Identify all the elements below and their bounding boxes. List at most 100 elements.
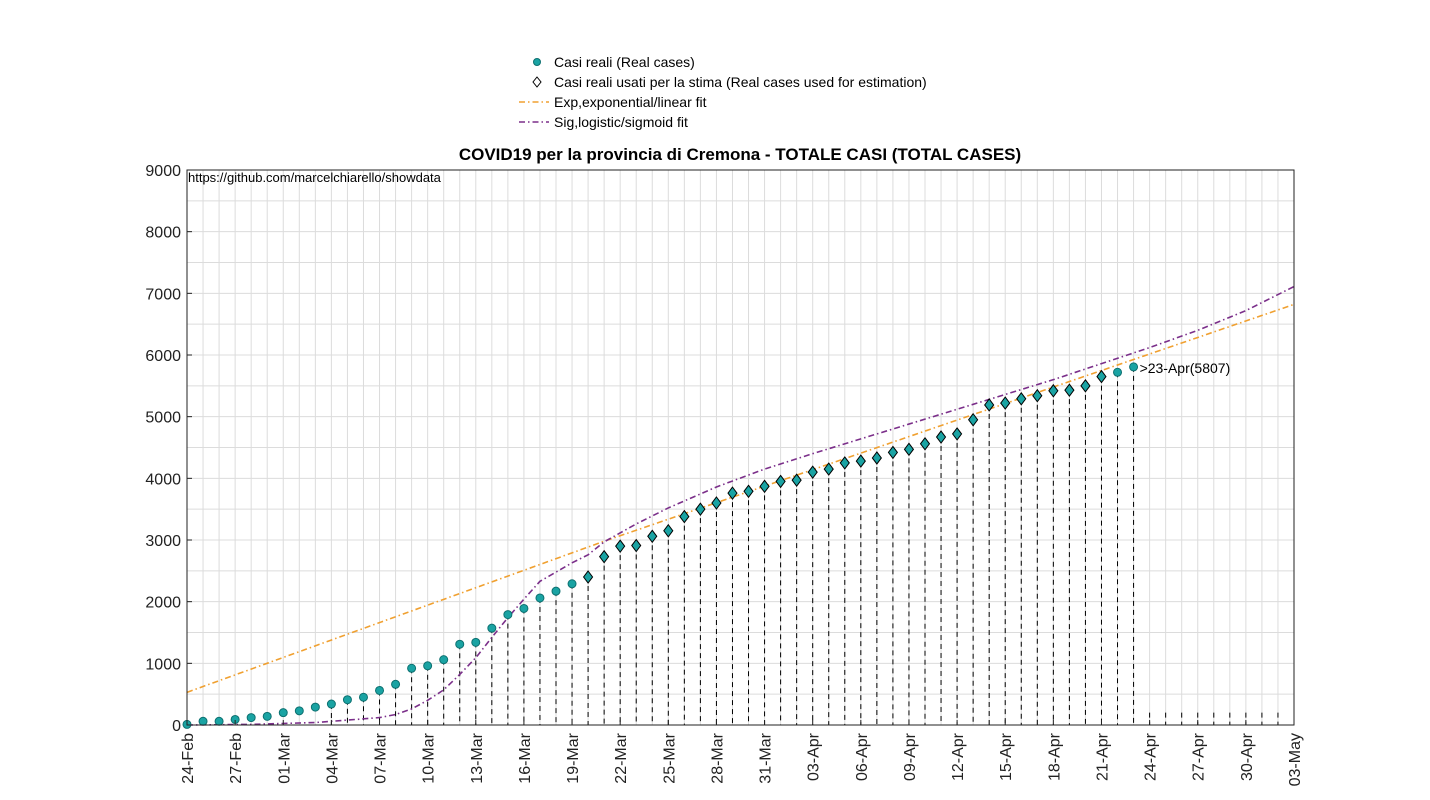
estimation-data-point <box>839 456 850 470</box>
axes-box <box>186 169 1295 726</box>
x-tick-label: 25-Mar <box>661 732 678 783</box>
estimation-data-point <box>711 496 722 510</box>
estimation-data-point <box>679 509 690 524</box>
x-tick-label: 01-Mar <box>276 732 293 783</box>
data-points <box>182 362 1139 729</box>
x-tick-label: 04-Mar <box>324 732 341 783</box>
estimation-data-point <box>968 412 979 427</box>
y-tick-label: 0 <box>172 718 181 735</box>
x-tick-label: 07-Mar <box>373 732 390 783</box>
estimation-data-point <box>759 479 770 494</box>
estimation-data-point <box>1080 378 1091 393</box>
estimation-data-point <box>1000 396 1011 410</box>
x-tick-label: 24-Feb <box>180 733 197 784</box>
real-data-point <box>503 610 513 620</box>
chart-title: COVID19 per la provincia di Cremona - TO… <box>459 145 1021 164</box>
estimation-data-point <box>807 465 818 480</box>
real-data-point <box>535 593 545 603</box>
estimation-data-point <box>647 529 658 544</box>
x-tick-label: 21-Apr <box>1094 732 1111 781</box>
x-tick-label: 31-Mar <box>758 732 775 783</box>
estimation-data-point <box>727 486 738 500</box>
x-tick-label: 27-Apr <box>1191 732 1208 781</box>
grid-lines <box>186 169 1295 726</box>
estimation-data-point <box>615 539 626 554</box>
real-data-point <box>326 699 336 709</box>
estimation-data-point <box>984 398 995 412</box>
legend-label-sig-fit: Sig,logistic/sigmoid fit <box>554 114 688 130</box>
estimation-data-point <box>855 454 866 468</box>
legend-marker-real-cases <box>533 58 541 66</box>
real-data-point <box>246 713 256 723</box>
x-tick-label: 24-Apr <box>1143 732 1160 781</box>
real-data-point <box>567 579 577 589</box>
x-tick-label: 30-Apr <box>1239 732 1256 781</box>
real-data-point <box>1113 367 1123 377</box>
x-tick-label: 22-Mar <box>613 732 630 783</box>
real-data-point <box>423 661 433 671</box>
x-tick-label: 09-Apr <box>902 732 919 781</box>
estimation-data-point <box>775 474 786 489</box>
y-tick-label: 9000 <box>145 163 181 180</box>
legend-label-estimation-cases: Casi reali usati per la stima (Real case… <box>554 74 927 90</box>
real-data-point <box>519 603 529 613</box>
real-data-point <box>1129 362 1139 372</box>
real-data-point <box>407 663 417 673</box>
real-data-point <box>342 695 352 705</box>
y-tick-label: 2000 <box>145 595 181 612</box>
y-axis-ticks: 0 1000 2000 3000 4000 5000 6000 7000 8000 9000 <box>145 163 192 735</box>
x-tick-label: 13-Mar <box>469 732 486 783</box>
estimation-data-point <box>695 502 706 517</box>
real-data-point <box>471 637 481 647</box>
real-data-point <box>310 702 320 712</box>
estimation-data-point <box>1064 383 1075 397</box>
exp-fit-line <box>186 303 1295 694</box>
x-axis-ticks: 24-Feb 27-Feb 01-Mar 04-Mar 07-Mar 10-Mar 13-M… <box>180 720 1304 786</box>
x-tick-label: 28-Mar <box>709 732 726 783</box>
last-point-annotation: >23-Apr(5807) <box>1140 360 1231 376</box>
legend-label-real-cases: Casi reali (Real cases) <box>554 54 695 70</box>
x-tick-label: 10-Mar <box>421 732 438 783</box>
estimation-data-point <box>1048 383 1059 398</box>
estimation-data-point <box>599 549 610 564</box>
estimation-data-point <box>1032 388 1043 403</box>
x-tick-label: 06-Apr <box>854 732 871 781</box>
real-data-point <box>278 708 288 718</box>
real-data-point <box>262 711 272 721</box>
x-tick-label: 03-May <box>1287 733 1304 786</box>
real-data-point <box>198 716 208 726</box>
real-data-point <box>358 692 368 702</box>
y-tick-label: 8000 <box>145 225 181 242</box>
estimation-data-point <box>919 436 931 451</box>
estimation-data-point <box>631 538 642 553</box>
legend-label-exp-fit: Exp,exponential/linear fit <box>554 94 707 110</box>
y-tick-label: 6000 <box>145 348 181 365</box>
estimation-data-point <box>582 570 594 584</box>
real-data-point <box>455 639 465 649</box>
real-data-point <box>375 685 385 695</box>
estimation-data-point <box>743 484 754 499</box>
estimation-data-point <box>1096 369 1107 384</box>
estimation-data-point <box>951 427 963 441</box>
y-tick-label: 7000 <box>145 286 181 303</box>
estimation-data-point <box>887 445 899 460</box>
sigmoid-fit-line <box>186 285 1295 726</box>
real-data-point <box>487 623 497 633</box>
legend: Casi reali (Real cases) Casi reali usati… <box>519 54 927 130</box>
estimation-data-point <box>871 451 882 465</box>
x-tick-label: 18-Apr <box>1046 732 1063 781</box>
estimation-data-point <box>935 430 947 444</box>
y-tick-label: 5000 <box>145 410 181 427</box>
real-data-point <box>391 679 401 689</box>
estimation-data-point <box>1016 391 1027 406</box>
source-note: https://github.com/marcelchiarello/showd… <box>188 170 442 185</box>
x-tick-label: 12-Apr <box>950 732 967 781</box>
y-tick-label: 1000 <box>145 656 181 673</box>
real-data-point <box>214 716 224 726</box>
x-tick-label: 27-Feb <box>228 733 245 784</box>
real-data-point <box>551 586 561 596</box>
estimation-data-point <box>823 462 834 476</box>
estimation-data-point <box>663 523 674 538</box>
stem-lines <box>330 366 1295 725</box>
